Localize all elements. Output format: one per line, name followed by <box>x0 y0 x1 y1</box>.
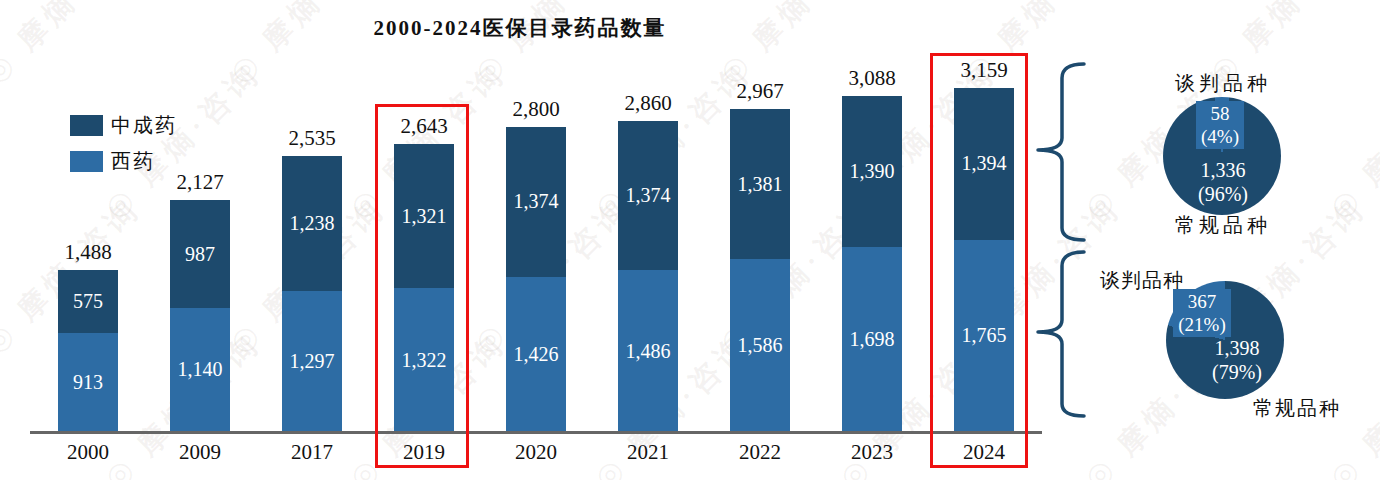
pie2-negotiated-label: 谈判品种 <box>1100 267 1184 294</box>
bar-segment-xiyao-2009: 1,140 <box>170 308 230 432</box>
bar-segment-zhongchengyao-2023: 1,390 <box>842 96 902 247</box>
pie2-regular-label: 常规品种 <box>1253 395 1341 422</box>
x-axis-label-2019: 2019 <box>364 440 484 465</box>
bar-segment-zhongchengyao-2020: 1,374 <box>506 127 566 277</box>
chart-canvas: ◎ 摩熵·咨询◎ 摩熵·咨询◎ 摩熵·咨询◎ 摩熵·咨询◎ 摩熵·咨询◎ 摩熵·… <box>0 0 1380 480</box>
bar-total-2022: 2,967 <box>700 79 820 104</box>
bar-segment-xiyao-2017: 1,297 <box>282 291 342 432</box>
pie1-negotiated-value: 58 <box>1196 102 1244 125</box>
bar-total-2021: 2,860 <box>588 91 708 116</box>
bar-segment-xiyao-2020: 1,426 <box>506 277 566 432</box>
bar-total-2000: 1,488 <box>28 240 148 265</box>
bar-total-2023: 3,088 <box>812 66 932 91</box>
legend-label: 西药 <box>111 148 155 175</box>
x-axis-line <box>30 431 1042 434</box>
bar-total-2019: 2,643 <box>364 114 484 139</box>
legend-item-zhongchengyao: 中成药 <box>70 112 177 139</box>
x-axis-label-2000: 2000 <box>28 440 148 465</box>
pie1-negotiated-label: 谈判品种 <box>1158 70 1288 97</box>
x-axis-label-2009: 2009 <box>140 440 260 465</box>
bar-total-2020: 2,800 <box>476 97 596 122</box>
pie1-regular-value-block: 1,336 (96%) <box>1165 158 1281 206</box>
bar-segment-zhongchengyao-2019: 1,321 <box>394 144 454 288</box>
bar-segment-zhongchengyao-2000: 575 <box>58 270 118 333</box>
bar-segment-zhongchengyao-2022: 1,381 <box>730 109 790 259</box>
bar-segment-zhongchengyao-2017: 1,238 <box>282 156 342 291</box>
bar-segment-xiyao-2022: 1,586 <box>730 259 790 432</box>
x-axis-label-2021: 2021 <box>588 440 708 465</box>
legend-swatch-light <box>70 151 103 172</box>
pie2-negotiated-callout: 367 (21%) <box>1173 289 1231 337</box>
x-axis-label-2024: 2024 <box>924 440 1044 465</box>
pie2-negotiated-pct: (21%) <box>1173 313 1231 336</box>
pie2-regular-value: 1,398 <box>1215 337 1260 359</box>
pie1-negotiated-callout: 58 (4%) <box>1196 101 1244 149</box>
bar-total-2024: 3,159 <box>924 58 1044 83</box>
pie1-regular-value: 1,336 <box>1201 159 1246 181</box>
chart-title: 2000-2024医保目录药品数量 <box>0 14 1040 42</box>
pie1-regular-pct: (96%) <box>1198 183 1248 205</box>
bar-segment-zhongchengyao-2021: 1,374 <box>618 121 678 271</box>
pie2-regular-value-block: 1,398 (79%) <box>1179 336 1295 384</box>
x-axis-label-2020: 2020 <box>476 440 596 465</box>
pie2-regular-pct: (79%) <box>1212 361 1262 383</box>
legend-item-xiyao: 西药 <box>70 148 177 175</box>
legend-swatch-dark <box>70 115 103 136</box>
x-axis-label-2023: 2023 <box>812 440 932 465</box>
legend-label: 中成药 <box>111 112 177 139</box>
pie1-regular-label: 常规品种 <box>1158 212 1288 239</box>
pie1-negotiated-pct: (4%) <box>1196 125 1244 148</box>
bar-total-2017: 2,535 <box>252 126 372 151</box>
bar-segment-xiyao-2024: 1,765 <box>954 240 1014 432</box>
x-axis-label-2017: 2017 <box>252 440 372 465</box>
bar-segment-xiyao-2021: 1,486 <box>618 270 678 432</box>
bar-segment-xiyao-2019: 1,322 <box>394 288 454 432</box>
bar-segment-zhongchengyao-2024: 1,394 <box>954 88 1014 240</box>
x-axis-label-2022: 2022 <box>700 440 820 465</box>
legend: 中成药 西药 <box>70 112 177 184</box>
bar-segment-xiyao-2000: 913 <box>58 333 118 432</box>
bar-segment-xiyao-2023: 1,698 <box>842 247 902 432</box>
pie2-negotiated-value: 367 <box>1173 290 1231 313</box>
bar-segment-zhongchengyao-2009: 987 <box>170 200 230 307</box>
